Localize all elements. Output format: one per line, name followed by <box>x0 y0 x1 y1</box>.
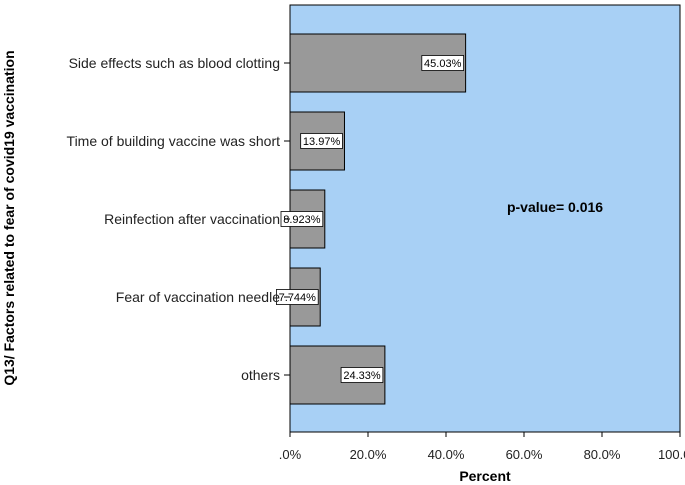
data-label: 8.923% <box>283 214 321 226</box>
data-label: 45.03% <box>424 58 462 70</box>
category-label: others <box>241 367 280 383</box>
data-label-box <box>300 133 343 149</box>
x-tick-label: .0% <box>279 447 302 462</box>
data-label: 13.97% <box>303 136 341 148</box>
category-label: Reinfection after vaccination <box>104 211 280 227</box>
x-tick-label: 60.0% <box>506 447 543 462</box>
p-value-annotation: p-value= 0.016 <box>507 199 603 215</box>
category-label: Time of building vaccine was short <box>67 133 281 149</box>
x-tick-label: 100.0% <box>658 447 685 462</box>
x-tick-label: 40.0% <box>428 447 465 462</box>
x-axis-title: Percent <box>459 468 511 484</box>
y-axis-title: Q13/ Factors related to fear of covid19 … <box>1 50 17 385</box>
data-label-box <box>340 367 384 383</box>
data-label-box <box>276 289 319 305</box>
category-label: Fear of vaccination needle <box>116 289 280 305</box>
data-label-box <box>421 55 465 71</box>
x-tick-label: 20.0% <box>350 447 387 462</box>
data-label-box <box>280 211 324 227</box>
data-label: 7.744% <box>279 292 317 304</box>
category-label: Side effects such as blood clotting <box>69 55 280 71</box>
x-tick-label: 80.0% <box>584 447 621 462</box>
data-label: 24.33% <box>343 370 381 382</box>
